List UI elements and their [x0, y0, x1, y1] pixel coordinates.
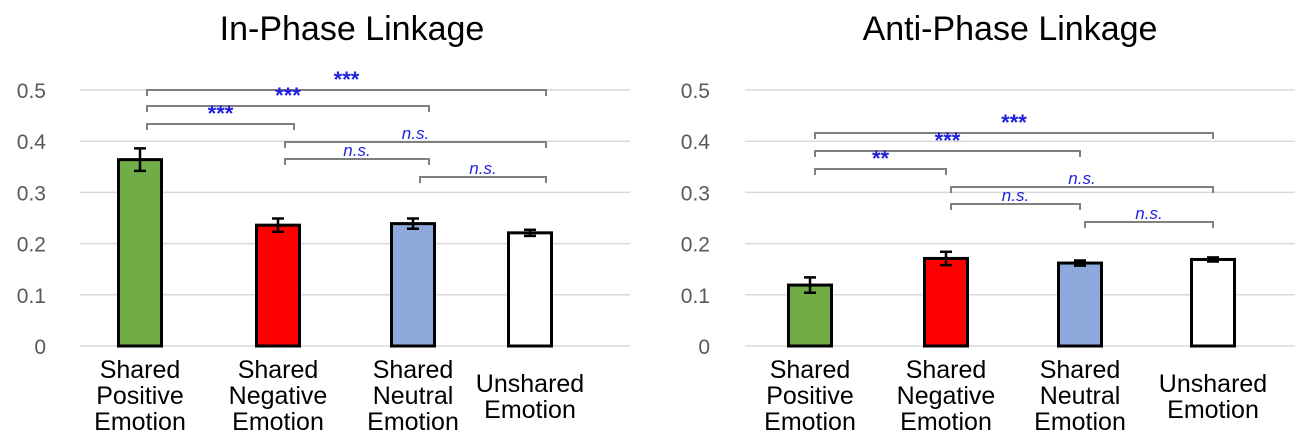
significance-bracket — [284, 141, 547, 148]
significance-label: ** — [872, 146, 890, 171]
chart-title: In-Phase Linkage — [220, 10, 485, 48]
significance-label: n.s. — [343, 141, 370, 160]
category-label: Shared — [373, 356, 454, 384]
category-label: Negative — [897, 382, 996, 410]
y-tick-label: 0.5 — [17, 80, 46, 103]
significance-label: *** — [1001, 110, 1027, 135]
category-label: Emotion — [94, 408, 186, 436]
category-label: Neutral — [373, 382, 454, 410]
bar — [117, 158, 163, 348]
category-label: Shared — [1040, 356, 1121, 384]
category-label: Emotion — [900, 408, 992, 436]
category-label: Emotion — [232, 408, 324, 436]
category-label: Emotion — [764, 408, 856, 436]
significance-bracket — [950, 203, 1081, 210]
y-tick-label: 0.2 — [17, 234, 46, 257]
y-tick-label: 0.1 — [17, 285, 46, 308]
y-tick-label: 0 — [698, 336, 710, 359]
category-label: Emotion — [484, 396, 576, 424]
y-tick-label: 0.3 — [681, 182, 710, 205]
significance-bracket — [814, 168, 947, 175]
significance-label: *** — [275, 83, 301, 108]
y-tick-label: 0.1 — [681, 285, 710, 308]
chart-anti-phase: Anti-Phase Linkage 0 0.1 0.2 0.3 0.4 0.5 Shared… — [681, 10, 1295, 436]
category-label: Shared — [238, 356, 319, 384]
category-label: Emotion — [1167, 396, 1259, 424]
category-label: Positive — [96, 382, 184, 410]
significance-bracket — [146, 123, 295, 130]
significance-bracket — [146, 105, 430, 112]
significance-bracket — [814, 150, 1081, 157]
category-label: Positive — [766, 382, 854, 410]
significance-label: *** — [935, 128, 961, 153]
category-label: Unshared — [476, 370, 584, 398]
category-label: Emotion — [367, 408, 459, 436]
y-tick-label: 0.4 — [681, 131, 711, 154]
y-tick-label: 0 — [34, 336, 46, 359]
y-tick-label: 0.5 — [681, 80, 710, 103]
significance-label: n.s. — [1002, 186, 1029, 205]
significance-label: n.s. — [402, 124, 429, 143]
y-tick-label: 0.4 — [17, 131, 47, 154]
category-label: Negative — [229, 382, 328, 410]
category-label: Neutral — [1040, 382, 1121, 410]
significance-bracket — [284, 158, 430, 165]
significance-label: n.s. — [469, 159, 496, 178]
significance-label: *** — [208, 101, 234, 126]
significance-bracket — [1084, 221, 1214, 228]
category-label: Shared — [906, 356, 987, 384]
bar — [1190, 257, 1236, 348]
bar — [507, 231, 553, 348]
significance-bracket — [814, 132, 1214, 139]
significance-label: *** — [334, 67, 360, 92]
significance-bracket — [419, 176, 547, 183]
significance-label: n.s. — [1135, 204, 1162, 223]
bar — [787, 283, 833, 348]
y-tick-label: 0.3 — [17, 182, 46, 205]
category-label: Emotion — [1034, 408, 1126, 436]
bar — [255, 223, 301, 348]
category-label: Shared — [770, 356, 851, 384]
chart-in-phase: In-Phase Linkage00.10.20.30.40.5SharedPo… — [17, 10, 630, 436]
y-tick-label: 0.2 — [681, 234, 710, 257]
bar — [923, 256, 969, 348]
significance-bracket — [146, 89, 547, 96]
chart-title: Anti-Phase Linkage — [863, 10, 1158, 48]
bar — [1057, 261, 1103, 348]
category-label: Unshared — [1159, 370, 1267, 398]
bar — [390, 222, 436, 348]
significance-bracket — [950, 186, 1214, 193]
category-label: Shared — [100, 356, 181, 384]
significance-label: n.s. — [1068, 169, 1095, 188]
